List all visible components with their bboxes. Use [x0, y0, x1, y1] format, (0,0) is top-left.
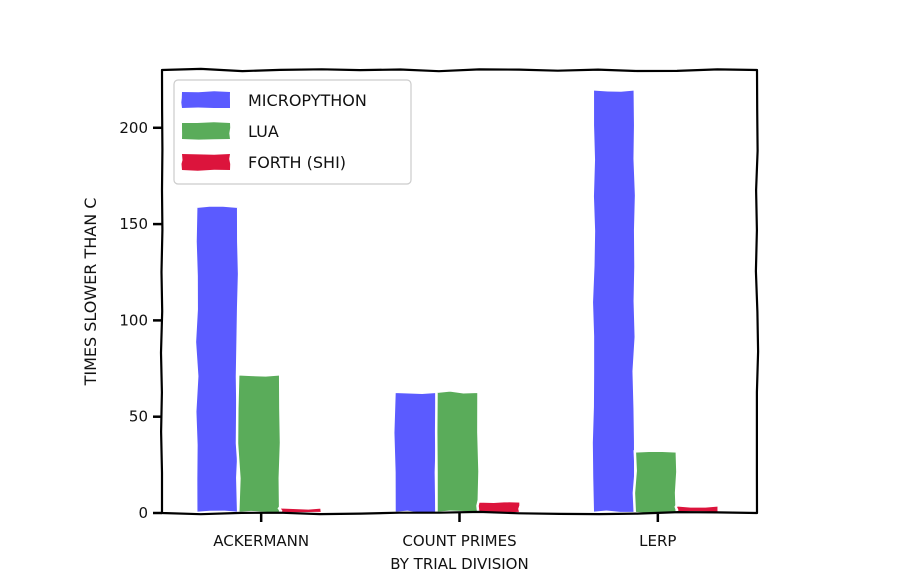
- bar-lua-0: [235, 372, 283, 515]
- bar-lua-2: [632, 449, 679, 516]
- x-tick-label: Ackermann: [213, 532, 309, 550]
- legend: MicroPython Lua Forth (shi): [173, 79, 412, 185]
- legend-box: [173, 79, 412, 185]
- legend-label-2: Forth (shi): [248, 153, 346, 172]
- bar-micropython-1: [391, 390, 439, 516]
- legend-swatch-2: [181, 154, 231, 171]
- y-tick-label: 50: [129, 408, 148, 426]
- y-tick-label: 0: [138, 504, 148, 522]
- legend-label-0: MicroPython: [248, 91, 367, 110]
- bars-layer: [193, 87, 721, 516]
- y-axis-label: Times slower than C: [81, 198, 100, 387]
- y-axis: 0 50 100 150 200: [119, 119, 162, 522]
- legend-swatch-0: [181, 91, 230, 108]
- y-tick-label: 150: [119, 215, 148, 233]
- x-tick-label: Count primes by trial division: [390, 532, 528, 573]
- y-tick-label: 200: [119, 119, 148, 137]
- legend-swatch-1: [182, 122, 231, 140]
- legend-label-1: Lua: [248, 122, 279, 141]
- bar-lua-1: [434, 389, 481, 515]
- bar-micropython-2: [590, 87, 638, 515]
- x-axis: Ackermann Count primes by trial division Le…: [213, 513, 676, 573]
- x-tick-label: Lerp: [639, 532, 676, 550]
- y-tick-label: 100: [119, 311, 148, 329]
- plot-frame: [159, 67, 760, 516]
- bar-micropython-0: [193, 204, 241, 515]
